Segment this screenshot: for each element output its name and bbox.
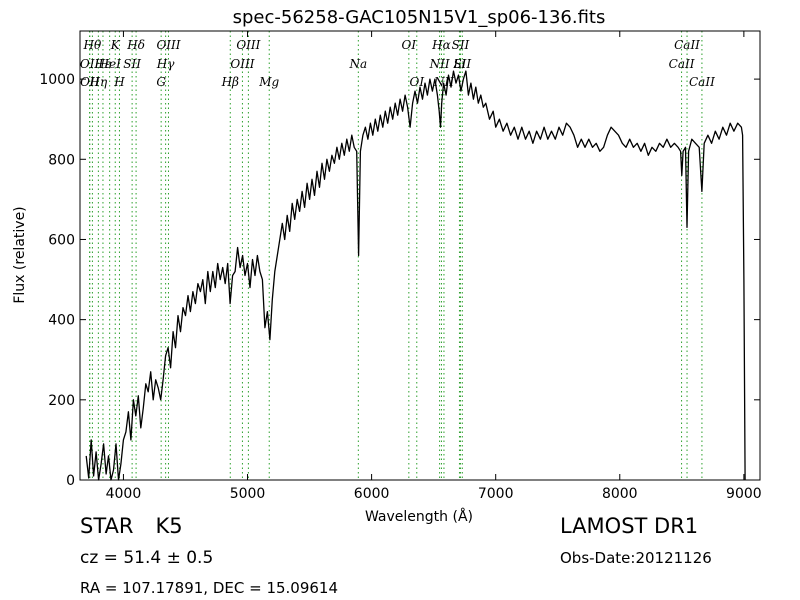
y-tick-label-3: 600 xyxy=(48,232,75,248)
spectral-line-label-16: Mg xyxy=(258,75,279,89)
x-tick-label-2: 6000 xyxy=(354,486,390,502)
spectral-line-label-21: Hα xyxy=(431,38,451,52)
chart-title: spec-56258-GAC105N15V1_sp06-136.fits xyxy=(233,7,606,28)
spectral-line-label-4: Hε xyxy=(94,57,112,71)
x-tick-label-5: 9000 xyxy=(726,486,762,502)
y-tick-label-4: 800 xyxy=(48,152,75,168)
spectral-line-label-17: Na xyxy=(349,57,368,71)
spectral-line-label-25: SII xyxy=(453,57,471,71)
y-tick-label-1: 200 xyxy=(48,393,75,409)
spectral-line-label-6: K xyxy=(110,38,121,52)
line-markers xyxy=(89,31,703,480)
redshift-label: cz = 51.4 ± 0.5 xyxy=(80,548,214,568)
x-axis-label: Wavelength (Å) xyxy=(365,508,473,525)
spectral-line-label-2: Hθ xyxy=(83,38,102,52)
spectral-line-label-24: SII xyxy=(452,38,470,52)
survey-label: LAMOST DR1 xyxy=(560,514,699,538)
flux-series-line xyxy=(85,70,746,481)
spectral-line-label-5: HeI xyxy=(98,57,122,71)
x-tick-label-4: 8000 xyxy=(602,486,638,502)
plot-frame xyxy=(79,30,761,481)
spectral-line-label-19: OI xyxy=(409,75,424,89)
spectral-line-label-18: OI xyxy=(402,38,417,52)
spectral-line-label-23: Li xyxy=(453,57,466,71)
y-tick-label-0: 0 xyxy=(66,473,75,489)
y-axis: 0 200 400 600 800 1000 xyxy=(39,72,760,489)
spectral-line-label-27: CaII xyxy=(674,38,700,52)
spectral-line-label-20: NII xyxy=(429,57,450,71)
spectral-line-label-0: OII xyxy=(80,57,100,71)
x-tick-label-1: 5000 xyxy=(230,486,266,502)
spectral-line-label-15: OIII xyxy=(236,38,260,52)
spectral-line-label-11: Hγ xyxy=(156,57,175,71)
object-subclass: K5 xyxy=(155,514,183,538)
y-axis-label: Flux (relative) xyxy=(12,206,28,303)
x-tick-label-3: 7000 xyxy=(478,486,514,502)
spectral-line-label-14: OIII xyxy=(230,57,254,71)
spectral-line-label-7: H xyxy=(113,75,125,89)
spectral-line-label-28: CaII xyxy=(689,75,715,89)
spectral-line-label-1: OII xyxy=(80,75,100,89)
spectral-line-label-26: CaII xyxy=(669,57,695,71)
y-tick-label-2: 400 xyxy=(48,313,75,329)
spectral-line-label-12: OIII xyxy=(156,38,180,52)
spectral-line-label-3: Hη xyxy=(89,75,108,89)
spectral-line-label-8: SII xyxy=(123,57,141,71)
spectral-line-label-13: Hβ xyxy=(221,75,239,89)
spectral-line-label-9: Hδ xyxy=(126,38,145,52)
coordinates-label: RA = 107.17891, DEC = 15.09614 xyxy=(80,579,339,597)
spectral-line-label-10: G xyxy=(156,75,166,89)
y-tick-label-5: 1000 xyxy=(39,72,75,88)
object-class: STAR xyxy=(80,514,134,538)
x-tick-label-0: 4000 xyxy=(106,486,142,502)
x-axis: 4000 5000 6000 7000 8000 9000 xyxy=(106,31,762,502)
object-class-label: STAR K5 xyxy=(80,514,183,538)
obs-date-label: Obs-Date:20121126 xyxy=(560,549,712,567)
